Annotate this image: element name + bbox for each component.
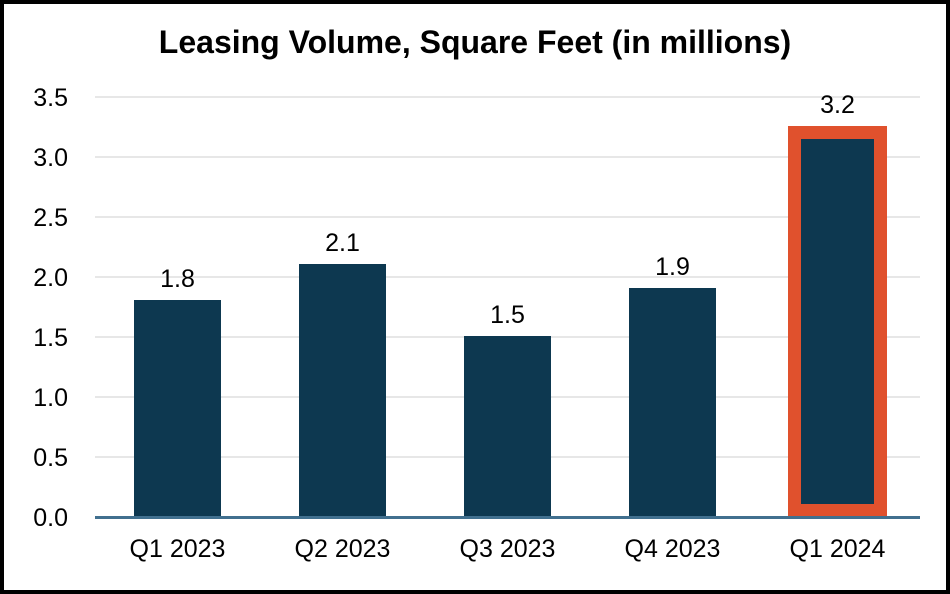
y-tick-label: 1.5 xyxy=(33,324,68,352)
bar-q1-2023 xyxy=(134,300,221,516)
y-tick-label: 3.0 xyxy=(33,144,68,172)
gridline xyxy=(95,216,920,218)
y-tick-label: 0.5 xyxy=(33,444,68,472)
x-category-label-q4-2023: Q4 2023 xyxy=(624,535,721,563)
bar-value-label: 1.8 xyxy=(160,265,195,293)
bar-value-label: 1.5 xyxy=(490,301,525,329)
y-tick-label: 0.0 xyxy=(33,504,68,532)
gridline xyxy=(95,96,920,98)
y-tick-label: 2.5 xyxy=(33,204,68,232)
gridline xyxy=(95,276,920,278)
x-category-label-q1-2024: Q1 2024 xyxy=(789,535,886,563)
y-tick-label: 2.0 xyxy=(33,264,68,292)
x-category-label-q3-2023: Q3 2023 xyxy=(459,535,556,563)
x-category-label-q1-2023: Q1 2023 xyxy=(129,535,226,563)
bar-value-label: 1.9 xyxy=(655,253,690,281)
bar-value-label: 3.2 xyxy=(820,91,855,119)
bar-q4-2023 xyxy=(629,288,716,516)
bar-q1-2024 xyxy=(788,126,887,517)
bar-q3-2023 xyxy=(464,336,551,516)
x-axis-line xyxy=(95,516,920,519)
chart-title: Leasing Volume, Square Feet (in millions… xyxy=(158,24,792,60)
y-tick-label: 3.5 xyxy=(33,84,68,112)
x-category-label-q2-2023: Q2 2023 xyxy=(294,535,391,563)
bar-value-label: 2.1 xyxy=(325,229,360,257)
y-tick-label: 1.0 xyxy=(33,384,68,412)
gridline xyxy=(95,156,920,158)
bar-q2-2023 xyxy=(299,264,386,516)
